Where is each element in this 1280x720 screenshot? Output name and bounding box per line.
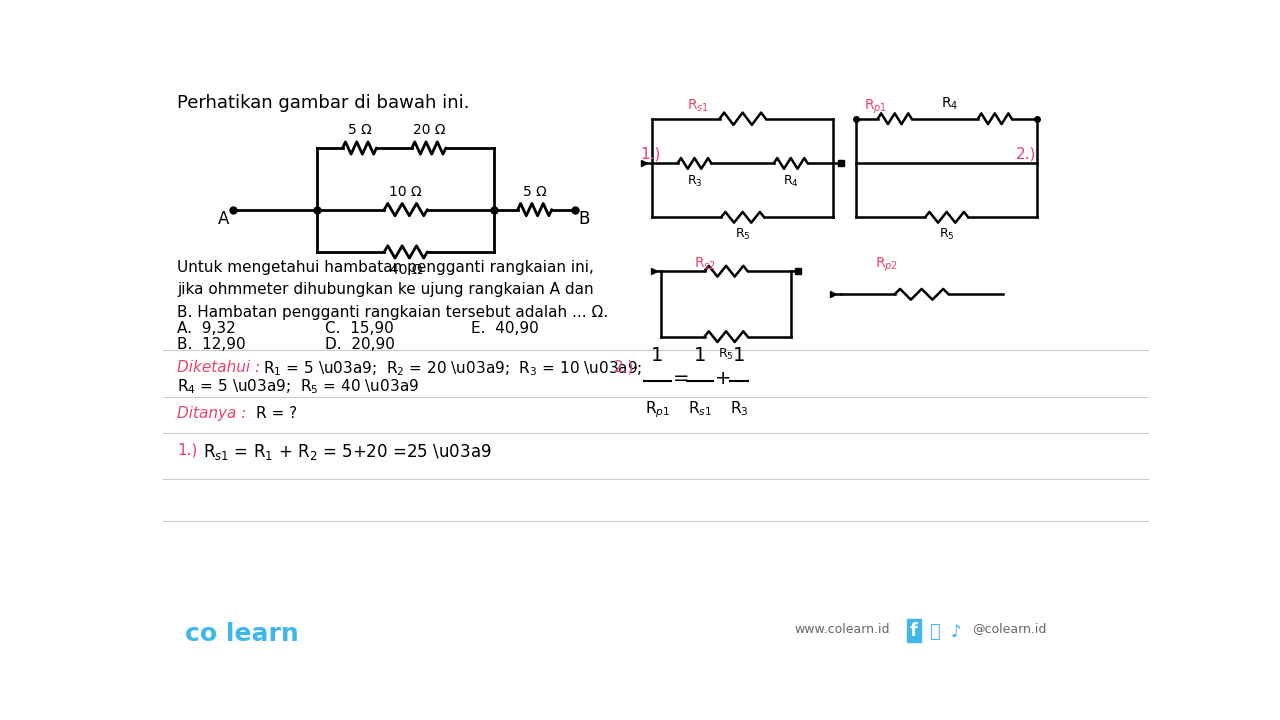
Text: R$_3$: R$_3$: [730, 399, 749, 418]
Text: D.  20,90: D. 20,90: [325, 337, 394, 351]
Text: R$_3$: R$_3$: [686, 174, 703, 189]
Text: 5 Ω: 5 Ω: [348, 123, 371, 138]
Text: 1: 1: [694, 346, 707, 365]
Text: 1: 1: [733, 346, 745, 365]
Text: R$_{p1}$: R$_{p1}$: [864, 98, 887, 116]
Text: f: f: [910, 621, 918, 639]
Text: Ditanya :: Ditanya :: [177, 406, 247, 421]
Text: R$_{p2}$: R$_{p2}$: [876, 256, 899, 274]
Text: ♪: ♪: [951, 623, 961, 641]
Text: A.  9,32: A. 9,32: [177, 321, 236, 336]
Text: Untuk mengetahui hambatan pengganti rangkaian ini,
jika ohmmeter dihubungkan ke : Untuk mengetahui hambatan pengganti rang…: [177, 260, 608, 320]
Text: B: B: [579, 210, 590, 228]
Text: R$_4$: R$_4$: [941, 96, 959, 112]
Text: co learn: co learn: [184, 621, 298, 646]
Text: R$_{s1}$: R$_{s1}$: [687, 399, 712, 418]
Text: E.  40,90: E. 40,90: [471, 321, 539, 336]
Text: 40 Ω: 40 Ω: [389, 263, 422, 276]
Text: R$_4$: R$_4$: [783, 174, 799, 189]
Text: Perhatikan gambar di bawah ini.: Perhatikan gambar di bawah ini.: [177, 94, 470, 112]
Text: www.colearn.id: www.colearn.id: [795, 623, 890, 636]
Text: R$_5$: R$_5$: [735, 228, 750, 243]
Text: A: A: [218, 210, 229, 228]
Text: R$_{s1}$ = R$_1$ + R$_2$ = 5+20 =25 \u03a9: R$_{s1}$ = R$_1$ + R$_2$ = 5+20 =25 \u03…: [204, 442, 492, 462]
Text: R$_4$ = 5 \u03a9;  R$_5$ = 40 \u03a9: R$_4$ = 5 \u03a9; R$_5$ = 40 \u03a9: [177, 377, 419, 396]
Text: 20 Ω: 20 Ω: [412, 123, 445, 138]
Text: 1: 1: [652, 346, 664, 365]
Text: R$_5$: R$_5$: [938, 228, 955, 243]
Text: 1.): 1.): [640, 146, 660, 161]
Text: @colearn.id: @colearn.id: [972, 621, 1046, 634]
Text: 5 Ω: 5 Ω: [522, 185, 547, 199]
Text: 10 Ω: 10 Ω: [389, 185, 422, 199]
Text: R$_{p1}$: R$_{p1}$: [645, 399, 671, 420]
Text: R$_{s1}$: R$_{s1}$: [687, 98, 709, 114]
Text: ⓞ: ⓞ: [929, 623, 940, 641]
Text: =: =: [673, 369, 690, 389]
Text: C.  15,90: C. 15,90: [325, 321, 394, 336]
Text: B.  12,90: B. 12,90: [177, 337, 246, 351]
Text: f: f: [910, 621, 918, 639]
Text: 2.): 2.): [613, 360, 634, 374]
Text: R$_1$ = 5 \u03a9;  R$_2$ = 20 \u03a9;  R$_3$ = 10 \u03a9;: R$_1$ = 5 \u03a9; R$_2$ = 20 \u03a9; R$_…: [264, 360, 643, 379]
Text: 2.): 2.): [1016, 146, 1037, 161]
Text: +: +: [714, 369, 731, 389]
Text: R$_5$: R$_5$: [718, 346, 733, 361]
Text: R = ?: R = ?: [256, 406, 297, 421]
Text: R$_{s2}$: R$_{s2}$: [695, 256, 717, 272]
Text: 1.): 1.): [177, 442, 197, 457]
Text: Diketahui :: Diketahui :: [177, 360, 260, 374]
